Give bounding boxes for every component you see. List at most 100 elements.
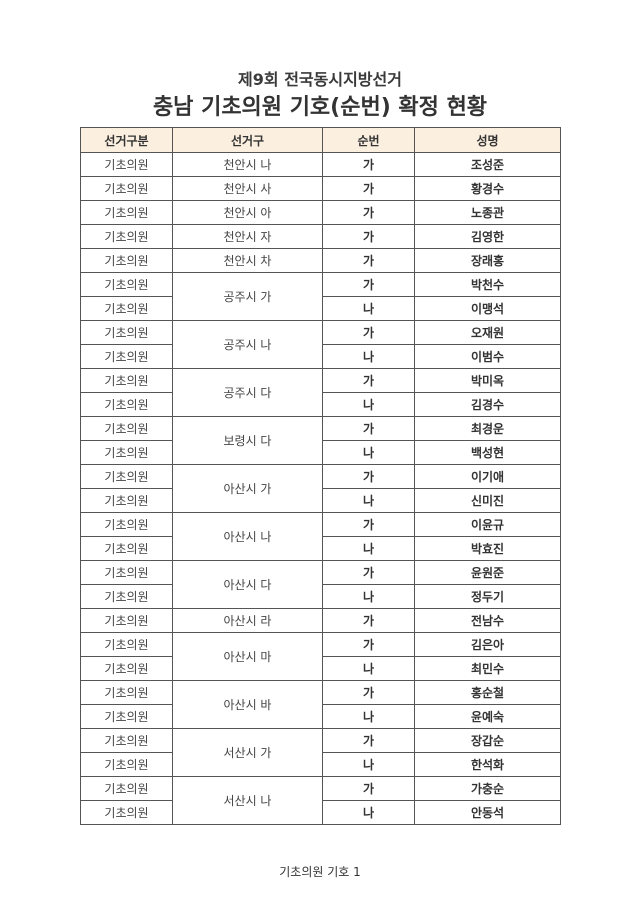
order-cell: 나 bbox=[322, 752, 415, 777]
candidate-name-cell: 박천수 bbox=[414, 272, 561, 297]
candidate-name-cell: 김은아 bbox=[414, 632, 561, 657]
table-row: 기초의원 나 윤예숙 bbox=[80, 704, 561, 729]
table-row: 기초의원 천안시 차 가 장래홍 bbox=[80, 248, 561, 273]
district-cell: 보령시 다 bbox=[172, 416, 323, 465]
table-row: 기초의원 서산시 나 가 가충순 bbox=[80, 776, 561, 825]
column-header-district: 선거구 bbox=[172, 127, 323, 153]
table-row: 기초의원 보령시 다 가 최경운 bbox=[80, 416, 561, 465]
candidate-name-cell: 이범수 bbox=[414, 344, 561, 369]
order-cell: 가 bbox=[322, 416, 415, 441]
district-cell: 아산시 가 bbox=[172, 464, 323, 513]
candidate-name-cell: 윤예숙 bbox=[414, 704, 561, 729]
page-footer: 기초의원 기호 1 bbox=[279, 865, 361, 879]
table-row: 기초의원 나 안동석 bbox=[80, 800, 561, 825]
order-cell: 가 bbox=[322, 776, 415, 801]
page-title: 충남 기초의원 기호(순번) 확정 현황 bbox=[152, 95, 488, 120]
election-type-cell: 기초의원 bbox=[80, 560, 173, 585]
election-type-cell: 기초의원 bbox=[80, 464, 173, 489]
election-type-cell: 기초의원 bbox=[80, 248, 173, 273]
election-type-cell: 기초의원 bbox=[80, 776, 173, 801]
order-cell: 가 bbox=[322, 728, 415, 753]
district-cell: 천안시 자 bbox=[172, 224, 323, 249]
table-row: 기초의원 아산시 가 가 이기애 bbox=[80, 464, 561, 513]
order-cell: 나 bbox=[322, 488, 415, 513]
election-type-cell: 기초의원 bbox=[80, 704, 173, 729]
candidate-name-cell: 가충순 bbox=[414, 776, 561, 801]
order-cell: 나 bbox=[322, 704, 415, 729]
order-cell: 나 bbox=[322, 392, 415, 417]
district-cell: 천안시 아 bbox=[172, 200, 323, 225]
election-type-cell: 기초의원 bbox=[80, 656, 173, 681]
order-cell: 나 bbox=[322, 656, 415, 681]
candidate-name-cell: 윤원준 bbox=[414, 560, 561, 585]
district-cell: 천안시 사 bbox=[172, 176, 323, 201]
table-row: 기초의원 아산시 마 가 김은아 bbox=[80, 632, 561, 681]
order-cell: 가 bbox=[322, 248, 415, 273]
candidate-table: 선거구분 선거구 순번 성명 기초의원 천안시 나 가 조성준 기초의원 천안시 사 가 황경… bbox=[80, 127, 561, 825]
table-header-row: 선거구분 선거구 순번 성명 bbox=[80, 127, 561, 153]
candidate-name-cell: 장래홍 bbox=[414, 248, 561, 273]
district-cell: 천안시 차 bbox=[172, 248, 323, 273]
table-row: 기초의원 아산시 바 가 홍순철 bbox=[80, 680, 561, 729]
election-type-cell: 기초의원 bbox=[80, 584, 173, 609]
candidate-name-cell: 신미진 bbox=[414, 488, 561, 513]
election-type-cell: 기초의원 bbox=[80, 224, 173, 249]
district-cell: 공주시 나 bbox=[172, 320, 323, 369]
election-type-cell: 기초의원 bbox=[80, 608, 173, 633]
election-type-cell: 기초의원 bbox=[80, 344, 173, 369]
table-row: 기초의원 공주시 나 가 오재원 bbox=[80, 320, 561, 369]
candidate-name-cell: 최민수 bbox=[414, 656, 561, 681]
district-cell: 공주시 가 bbox=[172, 272, 323, 321]
election-type-cell: 기초의원 bbox=[80, 320, 173, 345]
table-row: 기초의원 아산시 나 가 이윤규 bbox=[80, 512, 561, 561]
order-cell: 나 bbox=[322, 800, 415, 825]
district-cell: 공주시 다 bbox=[172, 368, 323, 417]
election-subtitle: 제9회 전국동시지방선거 bbox=[238, 70, 402, 89]
district-cell: 서산시 가 bbox=[172, 728, 323, 777]
election-type-cell: 기초의원 bbox=[80, 176, 173, 201]
election-type-cell: 기초의원 bbox=[80, 488, 173, 513]
table-row: 기초의원 나 백성현 bbox=[80, 440, 561, 465]
candidate-name-cell: 이기애 bbox=[414, 464, 561, 489]
district-cell: 아산시 마 bbox=[172, 632, 323, 681]
district-cell: 아산시 나 bbox=[172, 512, 323, 561]
candidate-name-cell: 최경운 bbox=[414, 416, 561, 441]
candidate-name-cell: 이맹석 bbox=[414, 296, 561, 321]
district-cell: 아산시 다 bbox=[172, 560, 323, 609]
order-cell: 가 bbox=[322, 320, 415, 345]
election-type-cell: 기초의원 bbox=[80, 152, 173, 177]
table-row: 기초의원 나 신미진 bbox=[80, 488, 561, 513]
election-type-cell: 기초의원 bbox=[80, 272, 173, 297]
column-header-name: 성명 bbox=[414, 127, 561, 153]
table-row: 기초의원 나 이맹석 bbox=[80, 296, 561, 321]
district-cell: 서산시 나 bbox=[172, 776, 323, 825]
candidate-name-cell: 안동석 bbox=[414, 800, 561, 825]
order-cell: 가 bbox=[322, 152, 415, 177]
table-row: 기초의원 나 정두기 bbox=[80, 584, 561, 609]
candidate-name-cell: 이윤규 bbox=[414, 512, 561, 537]
table-row: 기초의원 서산시 가 가 장갑순 bbox=[80, 728, 561, 777]
candidate-name-cell: 박미옥 bbox=[414, 368, 561, 393]
order-cell: 나 bbox=[322, 296, 415, 321]
table-row: 기초의원 공주시 다 가 박미옥 bbox=[80, 368, 561, 417]
candidate-name-cell: 한석화 bbox=[414, 752, 561, 777]
order-cell: 나 bbox=[322, 584, 415, 609]
order-cell: 가 bbox=[322, 560, 415, 585]
candidate-name-cell: 황경수 bbox=[414, 176, 561, 201]
candidate-name-cell: 오재원 bbox=[414, 320, 561, 345]
order-cell: 가 bbox=[322, 224, 415, 249]
order-cell: 가 bbox=[322, 200, 415, 225]
candidate-name-cell: 백성현 bbox=[414, 440, 561, 465]
election-type-cell: 기초의원 bbox=[80, 416, 173, 441]
election-type-cell: 기초의원 bbox=[80, 728, 173, 753]
election-type-cell: 기초의원 bbox=[80, 440, 173, 465]
election-type-cell: 기초의원 bbox=[80, 296, 173, 321]
table-row: 기초의원 아산시 라 가 전남수 bbox=[80, 608, 561, 633]
order-cell: 가 bbox=[322, 176, 415, 201]
candidate-name-cell: 전남수 bbox=[414, 608, 561, 633]
district-cell: 아산시 라 bbox=[172, 608, 323, 633]
candidate-name-cell: 김경수 bbox=[414, 392, 561, 417]
table-row: 기초의원 천안시 사 가 황경수 bbox=[80, 176, 561, 201]
order-cell: 가 bbox=[322, 368, 415, 393]
order-cell: 가 bbox=[322, 512, 415, 537]
